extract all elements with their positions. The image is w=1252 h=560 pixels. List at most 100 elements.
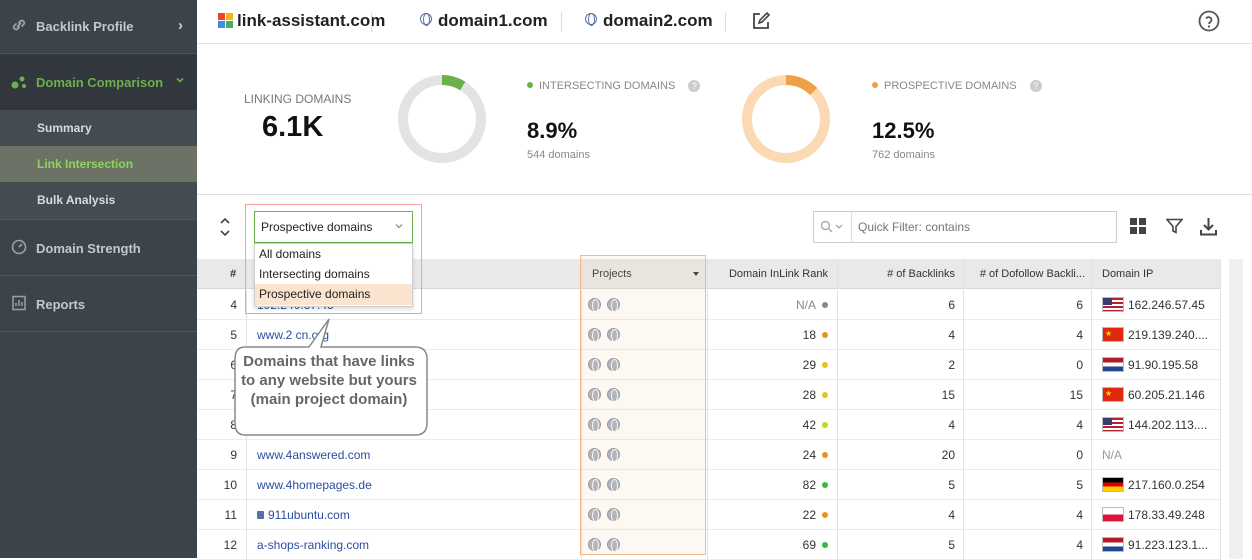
rank-dot-icon bbox=[822, 422, 828, 428]
divider bbox=[581, 530, 582, 560]
divider bbox=[246, 530, 247, 560]
row-inlink-rank: 22 bbox=[715, 500, 828, 530]
quick-filter-box bbox=[813, 211, 1117, 243]
sidebar-item-bulk-analysis[interactable]: Bulk Analysis bbox=[37, 193, 116, 207]
expand-collapse-icon[interactable] bbox=[219, 216, 231, 243]
divider bbox=[963, 320, 964, 350]
linking-domains-value: 6.1K bbox=[262, 111, 324, 143]
col-header-num[interactable]: # bbox=[230, 268, 237, 280]
row-domain-link[interactable]: www.2 cn.org bbox=[257, 320, 557, 350]
sidebar-item-label: Backlink Profile bbox=[36, 19, 134, 34]
sort-down-icon[interactable] bbox=[693, 272, 699, 276]
divider bbox=[1091, 440, 1092, 470]
rank-dot-icon bbox=[822, 542, 828, 548]
table-row[interactable]: 5 www.2 cn.org 18 4 4 ★ 219.139.240.... bbox=[197, 320, 1221, 350]
divider bbox=[1220, 500, 1221, 530]
flag-star: ★ bbox=[1105, 329, 1113, 338]
table-row[interactable]: 11 911ubuntu.com 22 4 4 178.33.49.248 bbox=[197, 500, 1221, 530]
divider bbox=[707, 350, 708, 380]
domain1-label: domain1.com bbox=[438, 11, 548, 30]
rank-value: 29 bbox=[802, 358, 816, 372]
project-globe-icon bbox=[588, 388, 601, 402]
table-row[interactable]: 10 www.4homepages.de 82 5 5 217.160.0.254 bbox=[197, 470, 1221, 500]
row-domain-ip: ★ 60.205.21.146 bbox=[1102, 380, 1217, 410]
prospective-domains-label: PROSPECTIVE DOMAINS bbox=[884, 80, 1017, 92]
divider bbox=[1220, 530, 1221, 560]
help-icon[interactable] bbox=[1198, 10, 1220, 37]
divider bbox=[0, 331, 197, 332]
col-header-dofollow[interactable]: # of Dofollow Backli... bbox=[979, 268, 1085, 280]
row-backlinks: 20 bbox=[941, 448, 955, 462]
divider bbox=[963, 410, 964, 440]
row-domain-link[interactable]: 911ubuntu.com bbox=[257, 500, 557, 530]
row-domain-link[interactable]: www.4homepages.de bbox=[257, 470, 557, 500]
col-header-projects[interactable]: Projects bbox=[592, 268, 632, 280]
col-header-domain-ip[interactable]: Domain IP bbox=[1102, 268, 1154, 280]
domain1-tab[interactable]: domain1.com bbox=[420, 11, 548, 31]
intersecting-domains-label: INTERSECTING DOMAINS bbox=[539, 80, 676, 92]
divider bbox=[581, 320, 582, 350]
sidebar-item-domain-strength[interactable]: Domain Strength bbox=[0, 239, 197, 259]
info-icon[interactable]: ? bbox=[688, 80, 701, 92]
divider bbox=[707, 380, 708, 410]
grid-view-icon[interactable] bbox=[1130, 218, 1147, 240]
divider bbox=[707, 500, 708, 530]
row-domain: www.4answered.com bbox=[257, 448, 371, 462]
rank-dot-icon bbox=[822, 452, 828, 458]
row-inlink-rank: 18 bbox=[715, 320, 828, 350]
rank-value: 18 bbox=[802, 328, 816, 342]
info-icon[interactable]: ? bbox=[1029, 80, 1042, 92]
search-icon[interactable] bbox=[820, 220, 844, 239]
divider bbox=[1220, 380, 1221, 410]
domain-topbar: link-assistant.com domain1.com domain2.c… bbox=[197, 0, 1252, 44]
vertical-scrollbar[interactable] bbox=[1229, 259, 1243, 559]
ip-value: 219.139.240.... bbox=[1128, 328, 1209, 342]
row-domain-link[interactable]: www.4answered.com bbox=[257, 440, 557, 470]
linking-domains-label: LINKING DOMAINS bbox=[244, 92, 352, 106]
table-row[interactable]: 8 42 4 4 144.202.113.... bbox=[197, 410, 1221, 440]
main-domain-tab[interactable]: link-assistant.com bbox=[218, 11, 385, 31]
row-domain-link[interactable]: a-shops-ranking.com bbox=[257, 530, 557, 560]
chevron-down-icon bbox=[394, 212, 404, 242]
edit-icon[interactable] bbox=[751, 11, 771, 36]
rank-value: 28 bbox=[802, 388, 816, 402]
filter-icon[interactable] bbox=[1165, 218, 1184, 240]
table-row[interactable]: 12 a-shops-ranking.com 69 5 4 91.223.123.1... bbox=[197, 530, 1221, 560]
domain2-tab[interactable]: domain2.com bbox=[585, 11, 713, 31]
row-number: 5 bbox=[230, 328, 237, 342]
col-header-backlinks[interactable]: # of Backlinks bbox=[887, 268, 955, 280]
divider bbox=[246, 259, 247, 289]
table-row[interactable]: 9 www.4answered.com 24 20 0 N/A bbox=[197, 440, 1221, 470]
divider bbox=[246, 290, 247, 320]
project-globe-icon bbox=[607, 358, 620, 372]
dropdown-option-intersecting[interactable]: Intersecting domains bbox=[259, 267, 370, 281]
sidebar-item-domain-comparison[interactable]: Domain Comparison bbox=[0, 54, 197, 110]
main-area: link-assistant.com domain1.com domain2.c… bbox=[197, 0, 1252, 560]
us-flag-icon bbox=[1102, 417, 1124, 432]
sidebar-item-link-intersection[interactable]: Link Intersection bbox=[0, 146, 197, 182]
rank-value: 42 bbox=[802, 418, 816, 432]
row-dofollow: 4 bbox=[1076, 328, 1083, 342]
divider bbox=[581, 410, 582, 440]
table-row[interactable]: 6 29 2 0 91.90.195.58 bbox=[197, 350, 1221, 380]
row-backlinks: 4 bbox=[948, 508, 955, 522]
table-row[interactable]: 7 28 15 15 ★ 60.205.21.146 bbox=[197, 380, 1221, 410]
divider bbox=[1091, 530, 1092, 560]
dropdown-option-prospective[interactable]: Prospective domains bbox=[255, 284, 412, 305]
col-header-inlink-rank[interactable]: Domain InLink Rank bbox=[728, 268, 828, 280]
divider bbox=[1220, 470, 1221, 500]
divider bbox=[837, 350, 838, 380]
dropdown-option-all[interactable]: All domains bbox=[259, 247, 322, 261]
rank-value: 69 bbox=[802, 538, 816, 552]
divider bbox=[837, 410, 838, 440]
domain-filter-select[interactable]: Prospective domains bbox=[254, 211, 413, 243]
intersecting-donut bbox=[398, 75, 486, 163]
sidebar-item-summary[interactable]: Summary bbox=[37, 121, 92, 135]
project-globe-icon bbox=[588, 358, 601, 372]
quick-filter-input[interactable] bbox=[858, 218, 1108, 236]
sidebar-item-backlink-profile[interactable]: Backlink Profile › bbox=[0, 17, 197, 37]
project-globe-icon bbox=[607, 298, 620, 312]
sidebar-item-reports[interactable]: Reports bbox=[0, 295, 197, 315]
download-icon[interactable] bbox=[1200, 217, 1217, 241]
row-number: 4 bbox=[230, 298, 237, 312]
